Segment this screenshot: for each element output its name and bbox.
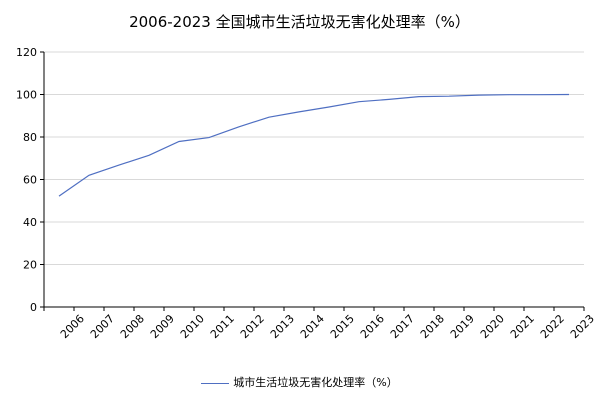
x-tick-label: 2013 — [268, 312, 297, 341]
x-tick-label: 2018 — [418, 312, 447, 341]
y-tick-label: 120 — [16, 46, 37, 59]
y-tick-label: 20 — [23, 259, 37, 272]
x-tick-label: 2006 — [58, 312, 87, 341]
x-tick-label: 2021 — [508, 312, 537, 341]
x-tick-labels: 2006 2007 2008 2009 2010 2011 2012 2013 2014 2015… — [58, 312, 597, 341]
x-tick-label: 2016 — [358, 312, 387, 341]
x-tick-label: 2012 — [238, 312, 267, 341]
axes — [40, 51, 585, 311]
y-tick-label: 100 — [16, 89, 37, 102]
y-tick-label: 40 — [23, 216, 37, 229]
legend: 城市生活垃圾无害化处理率（%） — [0, 374, 599, 390]
x-tick-label: 2015 — [328, 312, 357, 341]
x-tick-label: 2014 — [298, 312, 327, 341]
x-tick-label: 2008 — [118, 312, 147, 341]
x-tick-label: 2020 — [478, 312, 507, 341]
x-tick-label: 2011 — [208, 312, 237, 341]
y-tick-label: 60 — [23, 174, 37, 187]
legend-label: 城市生活垃圾无害化处理率（%） — [233, 376, 398, 389]
y-tick-labels: 0 20 40 60 80 100 120 — [16, 46, 37, 314]
x-tick-label: 2017 — [388, 312, 417, 341]
y-tick-label: 80 — [23, 131, 37, 144]
series-lines — [58, 93, 570, 197]
x-tick-label: 2019 — [448, 312, 477, 341]
x-tick-label: 2010 — [178, 312, 207, 341]
chart-title: 2006-2023 全国城市生活垃圾无害化处理率（%） — [129, 13, 470, 31]
y-tick-label: 0 — [30, 301, 37, 314]
series-line — [58, 93, 570, 197]
x-tick-label: 2023 — [568, 312, 597, 341]
legend-swatch — [201, 382, 230, 384]
gridlines — [44, 51, 584, 265]
x-tick-label: 2009 — [148, 312, 177, 341]
x-tick-label: 2022 — [538, 312, 567, 341]
x-tick-label: 2007 — [88, 312, 117, 341]
